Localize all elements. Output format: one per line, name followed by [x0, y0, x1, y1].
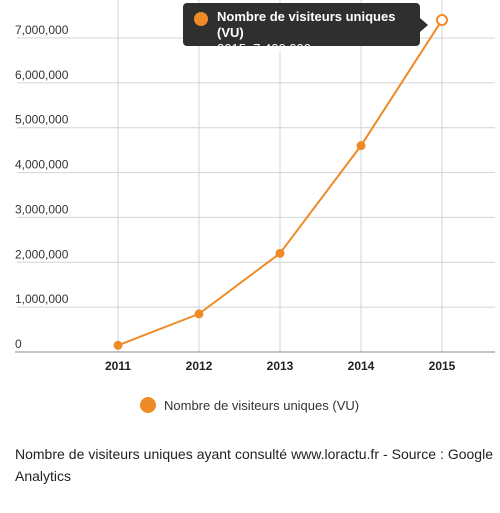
y-tick-label: 2,000,000 — [15, 247, 69, 261]
legend-label: Nombre de visiteurs uniques (VU) — [164, 397, 360, 413]
chart-legend[interactable]: Nombre de visiteurs uniques (VU) — [140, 397, 359, 413]
y-axis-ticks: 0 1,000,000 2,000,000 3,000,000 4,000,000 5,0… — [15, 23, 69, 351]
data-point — [113, 340, 123, 350]
x-tick-label: 2015 — [429, 359, 456, 373]
y-tick-label: 5,000,000 — [15, 113, 69, 127]
x-tick-label: 2013 — [267, 359, 294, 373]
chart-caption: Nombre de visiteurs uniques ayant consul… — [15, 446, 493, 484]
series-line-visitors — [113, 14, 448, 350]
y-tick-label: 1,000,000 — [15, 292, 69, 306]
y-tick-label: 0 — [15, 337, 22, 351]
y-tick-label: 6,000,000 — [15, 68, 69, 82]
x-tick-label: 2011 — [105, 359, 131, 373]
x-tick-label: 2014 — [348, 359, 375, 373]
line-chart: 0 1,000,000 2,000,000 3,000,000 4,000,000 5,0… — [15, 0, 495, 373]
y-tick-label: 4,000,000 — [15, 158, 69, 172]
data-point — [356, 141, 366, 151]
data-point — [275, 248, 285, 258]
tooltip-series-name: Nombre de visiteurs uniques (VU) — [217, 9, 396, 40]
data-point — [194, 309, 204, 319]
y-tick-label: 7,000,000 — [15, 23, 69, 37]
legend-dot-icon — [140, 397, 156, 413]
grid-lines — [15, 0, 495, 353]
data-point-tooltip: Nombre de visiteurs uniques (VU) 2015: 7… — [183, 3, 428, 56]
data-point-highlighted — [436, 14, 448, 27]
x-axis-ticks: 2011 2012 2013 2014 2015 — [105, 359, 456, 373]
x-tick-label: 2012 — [186, 359, 213, 373]
tooltip-series-dot-icon — [194, 12, 208, 26]
y-tick-label: 3,000,000 — [15, 202, 69, 216]
tooltip-value: 2015: 7,400,000 — [217, 41, 311, 56]
